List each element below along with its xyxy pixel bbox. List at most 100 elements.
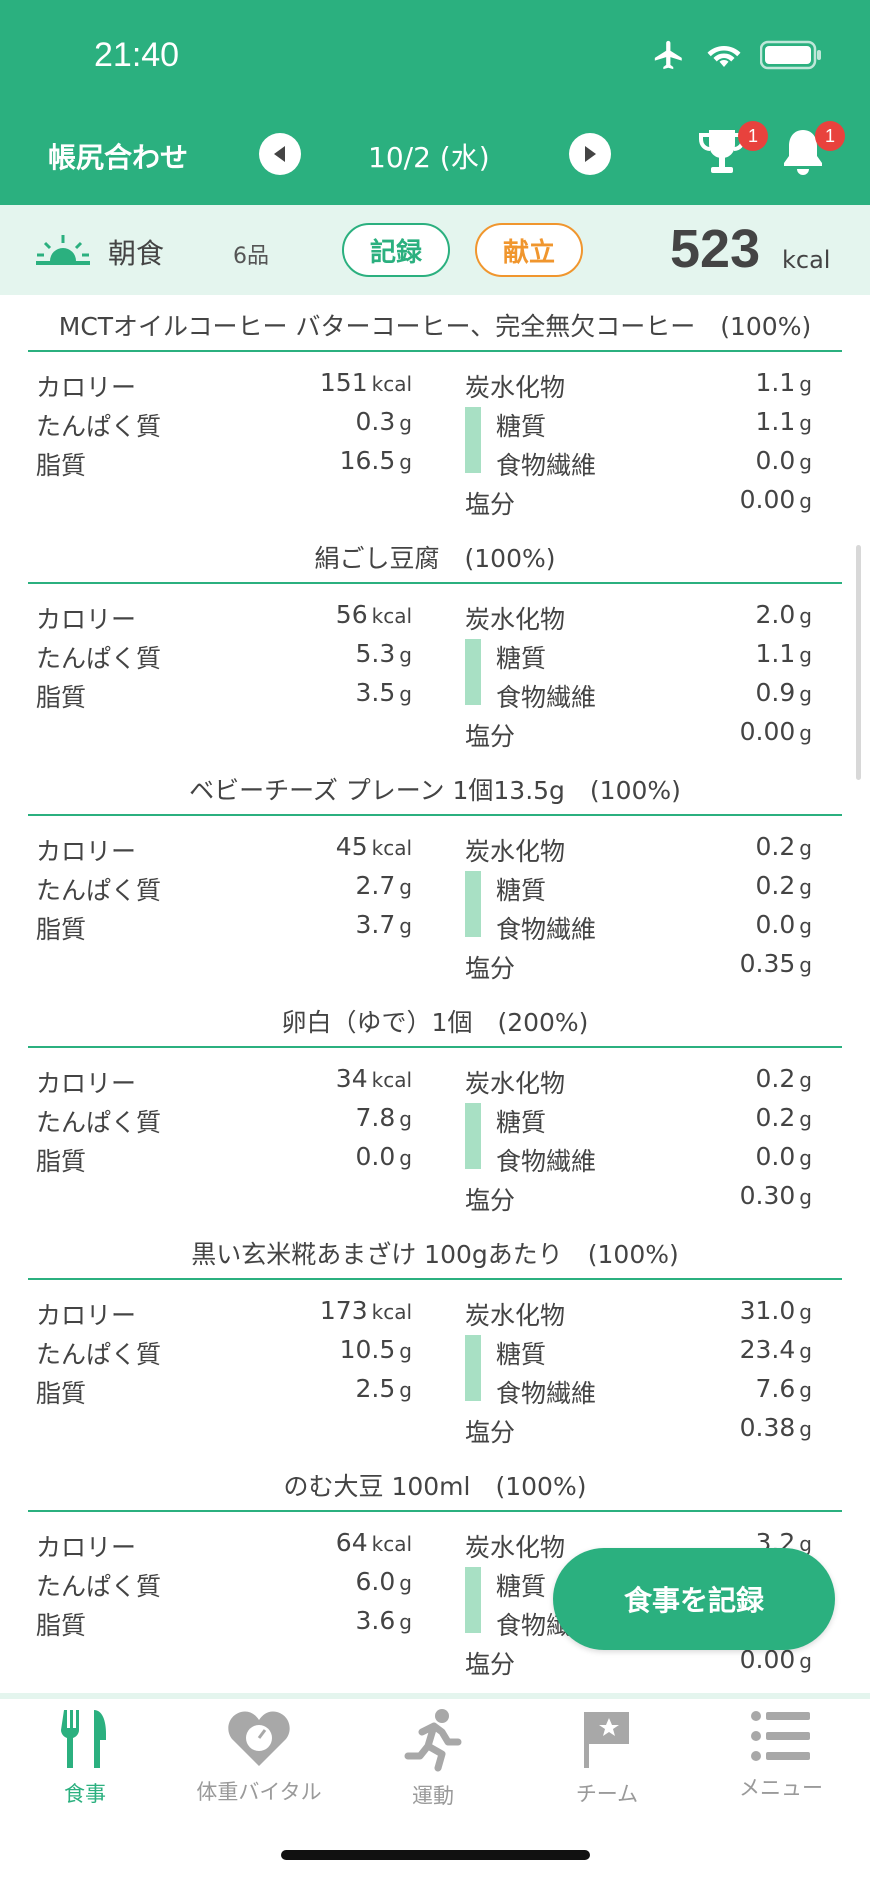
food-name: 絹ごし豆腐 (100%) [314,544,556,573]
salt: 0.30 g [740,1181,812,1210]
fat-value: 3.5 [355,678,396,707]
notification-button[interactable] [780,126,826,182]
carbs-value: 0.2 [755,832,796,861]
next-day-button[interactable] [569,133,611,175]
salt-label: 塩分 [465,722,516,751]
salt: 0.38 g [740,1413,812,1442]
unit: g [399,1571,412,1595]
unit: g [799,1107,812,1131]
protein: 6.0 g [356,1567,412,1596]
carb-breakdown-bar [465,871,481,937]
unit: g [799,1649,812,1673]
unit: g [399,1107,412,1131]
food-name: 黒い玄米糀あまざけ 100gあたり (100%) [191,1240,679,1269]
salt-value: 0.00 [739,717,796,746]
sugar: 1.1 g [756,407,812,436]
unit: g [799,721,812,745]
fiber: 0.9 g [756,678,812,707]
salt: 0.35 g [740,949,812,978]
scrollbar[interactable] [856,545,861,780]
menu-plan-button[interactable]: 献立 [475,223,583,277]
food-name: MCTオイルコーヒー バターコーヒー、完全無欠コーヒー (100%) [58,312,812,341]
tab-exercise[interactable]: 運動 [348,1708,518,1810]
protein: 2.7 g [356,871,412,900]
tab-menu[interactable]: メニュー [696,1708,866,1802]
salt: 0.00 g [740,485,812,514]
bell-badge: 1 [815,121,845,151]
unit: g [799,489,812,513]
unit: g [399,1146,412,1170]
fat-label: 脂質 [36,1611,87,1640]
protein-label: たんぱく質 [36,412,162,441]
food-item[interactable]: ベビーチーズ プレーン 1個13.5g (100%) カロリー 45 kcal たんぱく… [28,759,842,991]
sugar-value: 0.2 [755,871,796,900]
food-item[interactable]: 卵白（ゆで）1個 (200%) カロリー 34 kcal たんぱく質 7.8 g 脂質 0.0 g… [28,991,842,1223]
fat-value: 16.5 [339,446,396,475]
fiber: 0.0 g [756,1142,812,1171]
prev-day-button[interactable] [259,133,301,175]
fiber-label: 食物繊維 [496,683,597,712]
fat-label: 脂質 [36,451,87,480]
carbs-value: 2.0 [755,600,796,629]
salt-label: 塩分 [465,1186,516,1215]
fat-label: 脂質 [36,915,87,944]
food-name: ベビーチーズ プレーン 1個13.5g (100%) [189,776,681,805]
record-button[interactable]: 記録 [342,223,450,277]
triangle-right-icon [585,146,596,162]
calorie: 45 kcal [336,832,412,861]
sugar: 0.2 g [756,1103,812,1132]
app-header: 21:40 帳尻合わせ 10/2 (水) 1 1 [0,0,870,205]
calorie-value: 173 [319,1296,368,1325]
unit: g [799,643,812,667]
unit: g [799,1378,812,1402]
unit: g [799,836,812,860]
tab-label: メニュー [739,1776,823,1800]
bell-icon [784,130,822,175]
food-item[interactable]: 黒い玄米糀あまざけ 100gあたり (100%) カロリー 173 kcal たんぱく質… [28,1223,842,1455]
unit: kcal [371,604,412,628]
salt-value: 0.35 [739,949,796,978]
tab-weight-vital[interactable]: 体重バイタル [174,1708,344,1806]
fat: 0.0 g [356,1142,412,1171]
calorie: 56 kcal [336,600,412,629]
calorie-label: カロリー [36,1301,137,1330]
food-item[interactable]: MCTオイルコーヒー バターコーヒー、完全無欠コーヒー (100%) カロリー 15… [28,295,842,527]
salt-label: 塩分 [465,1650,516,1679]
divider [28,1278,842,1280]
food-item[interactable]: のむ大豆 100ml (100%) カロリー 64 kcal たんぱく質 6.0 g 脂質 3.… [28,1455,842,1687]
tab-meal[interactable]: 食事 [0,1708,170,1808]
unit: g [799,875,812,899]
unit: g [399,1378,412,1402]
protein-value: 10.5 [339,1335,396,1364]
calorie-label: カロリー [36,1069,137,1098]
tab-label: 運動 [412,1784,454,1808]
tab-team[interactable]: チーム [522,1708,692,1808]
sugar-label: 糖質 [496,876,547,905]
unit: g [799,1068,812,1092]
calorie-value: 151 [319,368,368,397]
unit: g [399,643,412,667]
sugar-label: 糖質 [496,412,547,441]
sugar: 1.1 g [756,639,812,668]
unit: g [799,411,812,435]
unit: g [399,1339,412,1363]
sugar-value: 1.1 [755,407,796,436]
current-date[interactable]: 10/2 (水) [368,141,490,174]
status-icons [650,38,822,72]
food-list[interactable]: MCTオイルコーヒー バターコーヒー、完全無欠コーヒー (100%) カロリー 15… [0,295,870,1695]
unit: g [799,1146,812,1170]
record-meal-button[interactable]: 食事を記録 [553,1548,835,1650]
unit: g [399,1610,412,1634]
carbs-label: 炭水化物 [465,1301,566,1330]
status-time: 21:40 [94,36,180,74]
food-item[interactable]: 絹ごし豆腐 (100%) カロリー 56 kcal たんぱく質 5.3 g 脂質 3.5 g 炭水化… [28,527,842,759]
unit: kcal [371,1300,412,1324]
fat-label: 脂質 [36,1147,87,1176]
carbs-label: 炭水化物 [465,605,566,634]
calorie-label: カロリー [36,605,137,634]
home-indicator [281,1850,590,1860]
salt: 0.00 g [740,717,812,746]
total-kcal: 523 [670,219,761,279]
calorie-value: 64 [335,1528,368,1557]
unit: g [399,682,412,706]
